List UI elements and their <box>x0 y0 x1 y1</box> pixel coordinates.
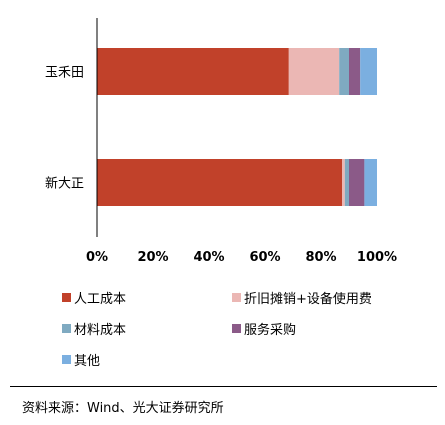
legend-label: 服务采购 <box>244 323 297 338</box>
bar-segment <box>364 159 377 206</box>
bar-segment <box>288 48 340 95</box>
legend-label: 折旧摊销+设备使用费 <box>244 292 372 307</box>
legend-label: 人工成本 <box>74 292 127 307</box>
legend-swatch <box>232 324 241 333</box>
legend-item: 人工成本 <box>62 288 126 307</box>
x-axis-ticks: 0% 20% 40% 60% 80% 100% <box>86 250 397 265</box>
legend-item: 材料成本 <box>62 319 126 338</box>
bar-segment <box>339 48 349 95</box>
bar-segment <box>349 159 365 206</box>
bar-segment <box>360 48 377 95</box>
x-tick-label: 0% <box>86 250 108 265</box>
legend-item: 折旧摊销+设备使用费 <box>232 288 372 307</box>
category-label: 玉禾田 <box>45 66 84 81</box>
bars-group <box>97 48 377 206</box>
legend-label: 其他 <box>74 354 101 369</box>
bar-segment <box>97 48 289 95</box>
legend-swatch <box>62 355 71 364</box>
category-label: 新大正 <box>45 176 84 192</box>
legend-item: 服务采购 <box>232 319 296 338</box>
legend-swatch <box>62 324 71 333</box>
legend-label: 材料成本 <box>74 323 127 338</box>
x-tick-label: 80% <box>305 250 336 265</box>
bar-segment <box>342 159 345 206</box>
bar-segment <box>97 159 342 206</box>
source-divider <box>10 386 437 387</box>
x-tick-label: 40% <box>193 250 224 265</box>
legend-swatch <box>62 293 71 302</box>
bar-segment <box>344 159 349 206</box>
x-tick-label: 100% <box>357 250 397 265</box>
x-tick-label: 20% <box>137 250 168 265</box>
legend-swatch <box>232 293 241 302</box>
source-note: 资料来源：Wind、光大证券研究所 <box>22 401 224 416</box>
legend-item: 其他 <box>62 350 100 369</box>
x-tick-label: 60% <box>249 250 280 265</box>
bar-segment <box>349 48 361 95</box>
